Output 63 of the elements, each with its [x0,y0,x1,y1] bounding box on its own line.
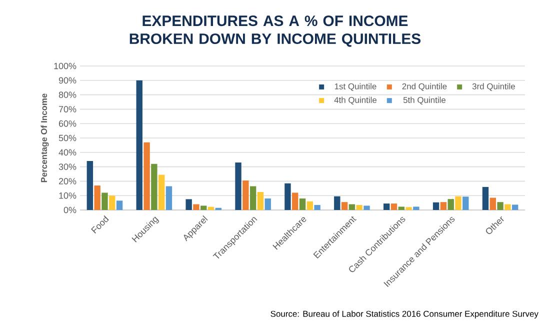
y-tick-label: 20% [58,178,76,184]
legend-label: 5th Quintile [403,96,446,104]
bar [166,186,172,210]
bar [151,164,158,210]
bar [200,206,207,210]
bar [257,192,264,210]
bar [144,142,150,210]
bar [406,207,412,210]
source-note: Source: Bureau of Labor Statistics 2016 Consumer Expenditure Survey [270,310,538,318]
bar [512,204,518,210]
bar [136,80,142,210]
bar [264,198,271,210]
y-tick-label: 80% [58,92,76,98]
bar [86,161,94,210]
y-axis-title: Percentage Of Income [40,94,49,182]
y-tick-label: 60% [58,120,76,127]
bar [497,202,504,210]
y-tick-label: 0% [64,206,76,214]
bar [356,204,362,210]
bar [364,206,370,210]
bar [440,202,447,210]
bar [242,180,249,210]
bar [504,204,511,210]
bar [116,200,123,210]
bar [341,202,348,210]
y-tick-label: 50% [58,134,76,142]
legend-label: 1st Quintile [334,83,376,91]
y-tick-label: 70% [58,106,76,112]
bar [482,186,489,210]
bar [102,192,108,210]
legend-label: 4th Quintile [334,96,377,104]
y-tick-label: 90% [58,77,76,84]
y-tick-label: 10% [59,192,76,199]
bar [306,201,314,210]
bar [235,162,242,210]
legend-label: 2nd Quintile [402,83,447,91]
bar [490,198,496,210]
bar [413,206,420,210]
bar [186,199,192,210]
bar [432,202,440,210]
bar [462,196,469,210]
bar [314,204,320,210]
legend-label: 3rd Quintile [472,83,515,91]
bar [208,206,214,210]
bar [250,186,256,210]
bar [284,183,291,210]
bar [292,192,298,210]
bar [398,206,404,210]
y-tick-label: 100% [54,62,76,70]
bar [109,196,116,210]
bar [383,204,390,210]
bar [158,174,165,210]
bar [390,204,398,210]
bar [348,204,356,210]
bar [299,198,306,210]
y-tick-label: 40% [58,149,76,156]
y-tick-label: 30% [58,164,76,170]
bar [193,204,200,210]
bar [334,196,340,210]
bar [455,196,462,210]
chart-title: EXPENDITURES AS A % OF INCOME BROKEN DOWN BY INCOME QUINTILES [130,16,421,47]
bar [448,199,454,210]
bar [94,186,100,210]
